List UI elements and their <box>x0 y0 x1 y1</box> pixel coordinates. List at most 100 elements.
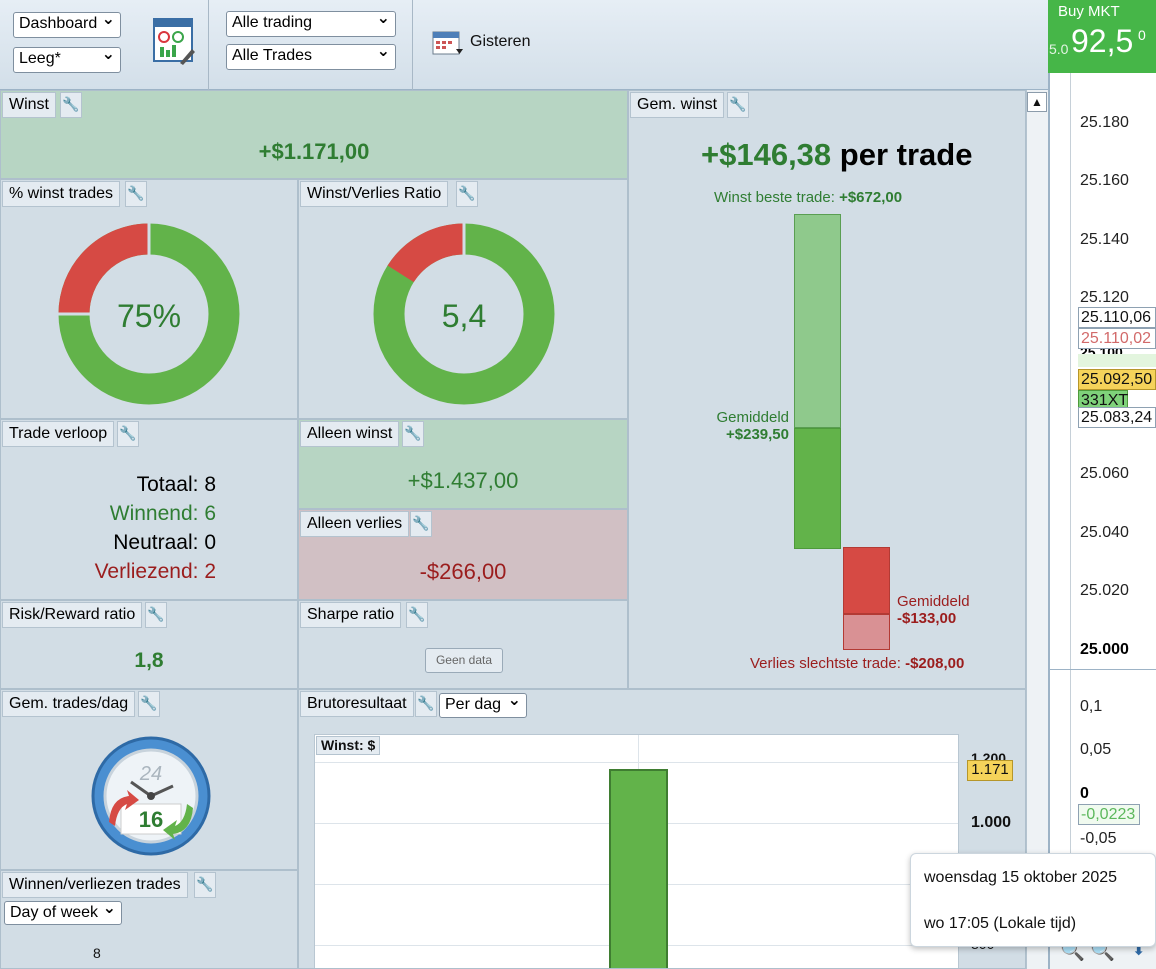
last-price-label: 25.092,50 <box>1078 369 1156 390</box>
current-value-label: 1.171 <box>967 760 1013 781</box>
ask-label: 25.110,02 <box>1078 328 1156 349</box>
panel-title: Winnen/verliezen trades <box>2 872 188 898</box>
wrench-icon[interactable]: 🔧 <box>415 691 437 717</box>
winst-panel: Winst 🔧 +$1.171,00 <box>0 90 628 179</box>
donut-label: 75% <box>117 298 181 334</box>
donut-loss-segment <box>387 223 465 283</box>
price-tick: 25.160 <box>1080 172 1129 189</box>
geen-data-button[interactable]: Geen data <box>425 648 503 673</box>
date-tooltip: woensdag 15 oktober 2025 wo 17:05 (Lokal… <box>910 853 1156 947</box>
donut-loss-segment <box>58 223 150 315</box>
panel-title: Trade verloop <box>2 421 115 447</box>
donut-label: 5,4 <box>442 298 486 334</box>
buy-price: 92,5 <box>1071 23 1134 59</box>
osc-tick: 0,1 <box>1080 698 1103 715</box>
best-trade-bar <box>794 214 841 428</box>
trade-counts: Totaal: 8 Winnend: 6 Neutraal: 0 Verliez… <box>94 473 216 583</box>
wrench-icon[interactable]: 🔧 <box>125 181 147 207</box>
sharpe-panel: Sharpe ratio 🔧 Geen data <box>298 600 628 689</box>
price-tick: 25.140 <box>1080 231 1129 248</box>
price-superscript: 0 <box>1138 27 1146 43</box>
wrench-icon[interactable]: 🔧 <box>60 92 82 118</box>
toolbar: Dashboard Leeg* Alle trading Alle Trades… <box>0 0 1048 90</box>
layout-select[interactable]: Leeg* <box>13 44 121 73</box>
panel-title: Sharpe ratio <box>300 602 402 628</box>
wrench-icon[interactable]: 🔧 <box>194 872 216 898</box>
panel-title: Brutoresultaat <box>300 691 414 717</box>
price-fragment: 5.0 <box>1049 41 1069 57</box>
panel-title: Gem. winst <box>630 92 725 118</box>
price-scale[interactable]: 25.180 25.160 25.140 25.120 25.060 25.04… <box>1048 73 1156 969</box>
panel-title: Alleen verlies <box>300 511 410 537</box>
best-trade-label: Winst beste trade: +$672,00 <box>714 189 903 206</box>
tooltip-time: wo 17:05 (Lokale tijd) <box>924 915 1077 932</box>
alleen-verlies-value: -$266,00 <box>419 559 507 584</box>
avg-win-headline: +$146,38 per trade <box>701 137 973 172</box>
avg-loss-label: Gemiddeld -$133,00 <box>897 593 970 627</box>
scroll-up-button[interactable]: ▲ <box>1027 92 1047 112</box>
hidden-label <box>1078 354 1156 367</box>
alleen-verlies-panel: Alleen verlies 🔧 -$266,00 <box>298 509 628 600</box>
clock-top-label: 24 <box>139 763 162 785</box>
avg-loss-bar <box>843 547 890 614</box>
calendar-icon[interactable] <box>432 29 464 57</box>
panel-title: % winst trades <box>2 181 121 207</box>
wrench-icon[interactable]: 🔧 <box>145 602 167 628</box>
period-select[interactable]: Per dag <box>439 690 527 718</box>
chart-legend: Winst: $ <box>316 736 381 755</box>
day-of-week-select[interactable]: Day of week <box>4 898 122 925</box>
tooltip-date: woensdag 15 oktober 2025 <box>924 869 1118 886</box>
panel-title: Gem. trades/dag <box>2 691 136 717</box>
win-percentage-donut: 75% <box>58 223 240 405</box>
worst-trade-bar <box>843 614 890 650</box>
date-range-label[interactable]: Gisteren <box>470 33 531 50</box>
symbol-label: 331XT <box>1078 390 1128 411</box>
trading-select[interactable]: Alle trading <box>226 8 396 37</box>
alleen-winst-panel: Alleen winst 🔧 +$1.437,00 <box>298 419 628 509</box>
gridline <box>315 762 958 763</box>
price-tick: 25.020 <box>1080 582 1129 599</box>
risk-reward-value: 1,8 <box>134 649 164 672</box>
brutoresultaat-panel: Brutoresultaat 🔧 Per dag Winst: $ 1.200 … <box>298 689 1026 969</box>
panel-title: Risk/Reward ratio <box>2 602 143 628</box>
dashboard-settings-icon[interactable] <box>152 17 196 65</box>
price-tick: 25.060 <box>1080 465 1129 482</box>
price-tick: 25.180 <box>1080 114 1129 131</box>
wrench-icon[interactable]: 🔧 <box>456 181 478 207</box>
wrench-icon[interactable]: 🔧 <box>410 511 432 537</box>
wv-ratio-panel: Winst/Verlies Ratio 🔧 5,4 <box>298 179 628 419</box>
worst-trade-label: Verlies slechtste trade: -$208,00 <box>750 655 965 672</box>
trades-select[interactable]: Alle Trades <box>226 41 396 70</box>
osc-tick: 0 <box>1080 785 1089 802</box>
clock-icon: 24 16 <box>91 736 211 856</box>
osc-value-label: -0,0223 <box>1078 804 1140 825</box>
buy-label: Buy MKT <box>1058 3 1120 20</box>
dashboard-select[interactable]: Dashboard <box>13 9 121 38</box>
osc-tick: 0,05 <box>1080 741 1112 758</box>
pane-divider <box>1050 669 1156 670</box>
pct-winst-panel: % winst trades 🔧 75% <box>0 179 298 419</box>
wrench-icon[interactable]: 🔧 <box>117 421 139 447</box>
win-loss-ratio-donut: 5,4 <box>373 223 555 405</box>
wrench-icon[interactable]: 🔧 <box>138 691 160 717</box>
osc-tick: -0,05 <box>1080 830 1117 847</box>
price-tick: 25.040 <box>1080 524 1129 541</box>
risk-reward-panel: Risk/Reward ratio 🔧 1,8 <box>0 600 298 689</box>
panel-title: Winst/Verlies Ratio <box>300 181 449 207</box>
wrench-icon[interactable]: 🔧 <box>727 92 749 118</box>
scale-axis <box>1070 73 1071 969</box>
winst-value: +$1.171,00 <box>258 139 370 164</box>
wrench-icon[interactable]: 🔧 <box>402 421 424 447</box>
bar-chart-area: Winst: $ <box>314 734 959 968</box>
wrench-icon[interactable]: 🔧 <box>406 602 428 628</box>
buy-market-button[interactable]: Buy MKT 5.0 92,5 0 <box>1048 0 1156 73</box>
panel-title: Alleen winst <box>300 421 400 447</box>
axis-value: 8 <box>93 945 101 961</box>
profit-bar <box>609 769 668 968</box>
dashboard-scrollbar[interactable]: ▲ <box>1026 90 1048 969</box>
price-tick: 25.120 <box>1080 289 1129 306</box>
y-tick: 1.000 <box>971 814 1012 831</box>
gem-trades-dag-panel: Gem. trades/dag 🔧 24 16 <box>0 689 298 870</box>
gem-winst-panel: Gem. winst 🔧 +$146,38 per trade Winst be… <box>628 90 1026 689</box>
trade-verloop-panel: Trade verloop 🔧 Totaal: 8 Winnend: 6 Neu… <box>0 419 298 600</box>
